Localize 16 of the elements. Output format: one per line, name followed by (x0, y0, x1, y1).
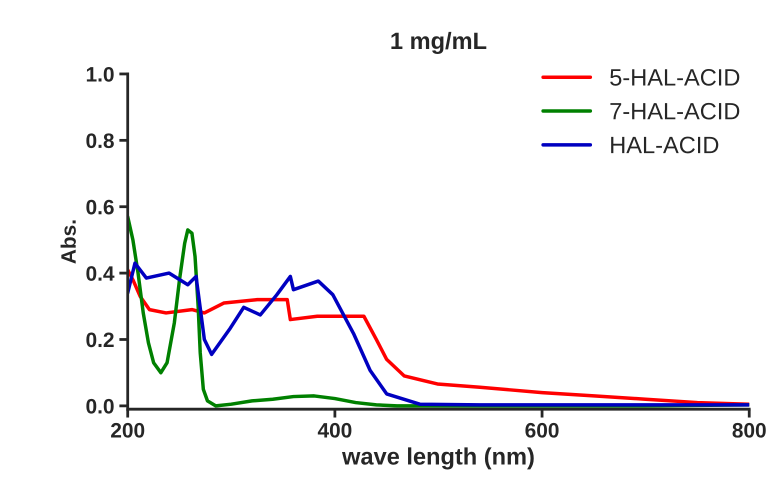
y-tick-label: 0.6 (86, 200, 114, 214)
x-tick-label: 600 (525, 422, 559, 438)
y-tick-label: 0.8 (86, 133, 114, 148)
legend-label: 5-HAL-ACID (610, 69, 740, 86)
x-axis-title: wave length (nm) (342, 447, 534, 470)
y-tick-label: 0.4 (86, 266, 114, 281)
y-tick-label: 1.0 (86, 66, 114, 82)
chart-title: 1 mg/mL (391, 32, 486, 54)
legend-label: 7-HAL-ACID (610, 102, 740, 120)
x-tick-label: 400 (318, 422, 352, 438)
x-tick-label: 200 (111, 422, 144, 438)
y-tick-label: 0.2 (86, 332, 114, 348)
legend-label: HAL-ACID (611, 136, 718, 154)
y-axis-title: Abs. (60, 220, 76, 264)
x-tick-label: 800 (732, 422, 766, 438)
y-tick-label: 0.0 (86, 398, 114, 414)
